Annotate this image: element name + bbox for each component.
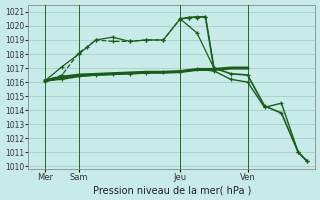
X-axis label: Pression niveau de la mer( hPa ): Pression niveau de la mer( hPa ) [92, 185, 251, 195]
